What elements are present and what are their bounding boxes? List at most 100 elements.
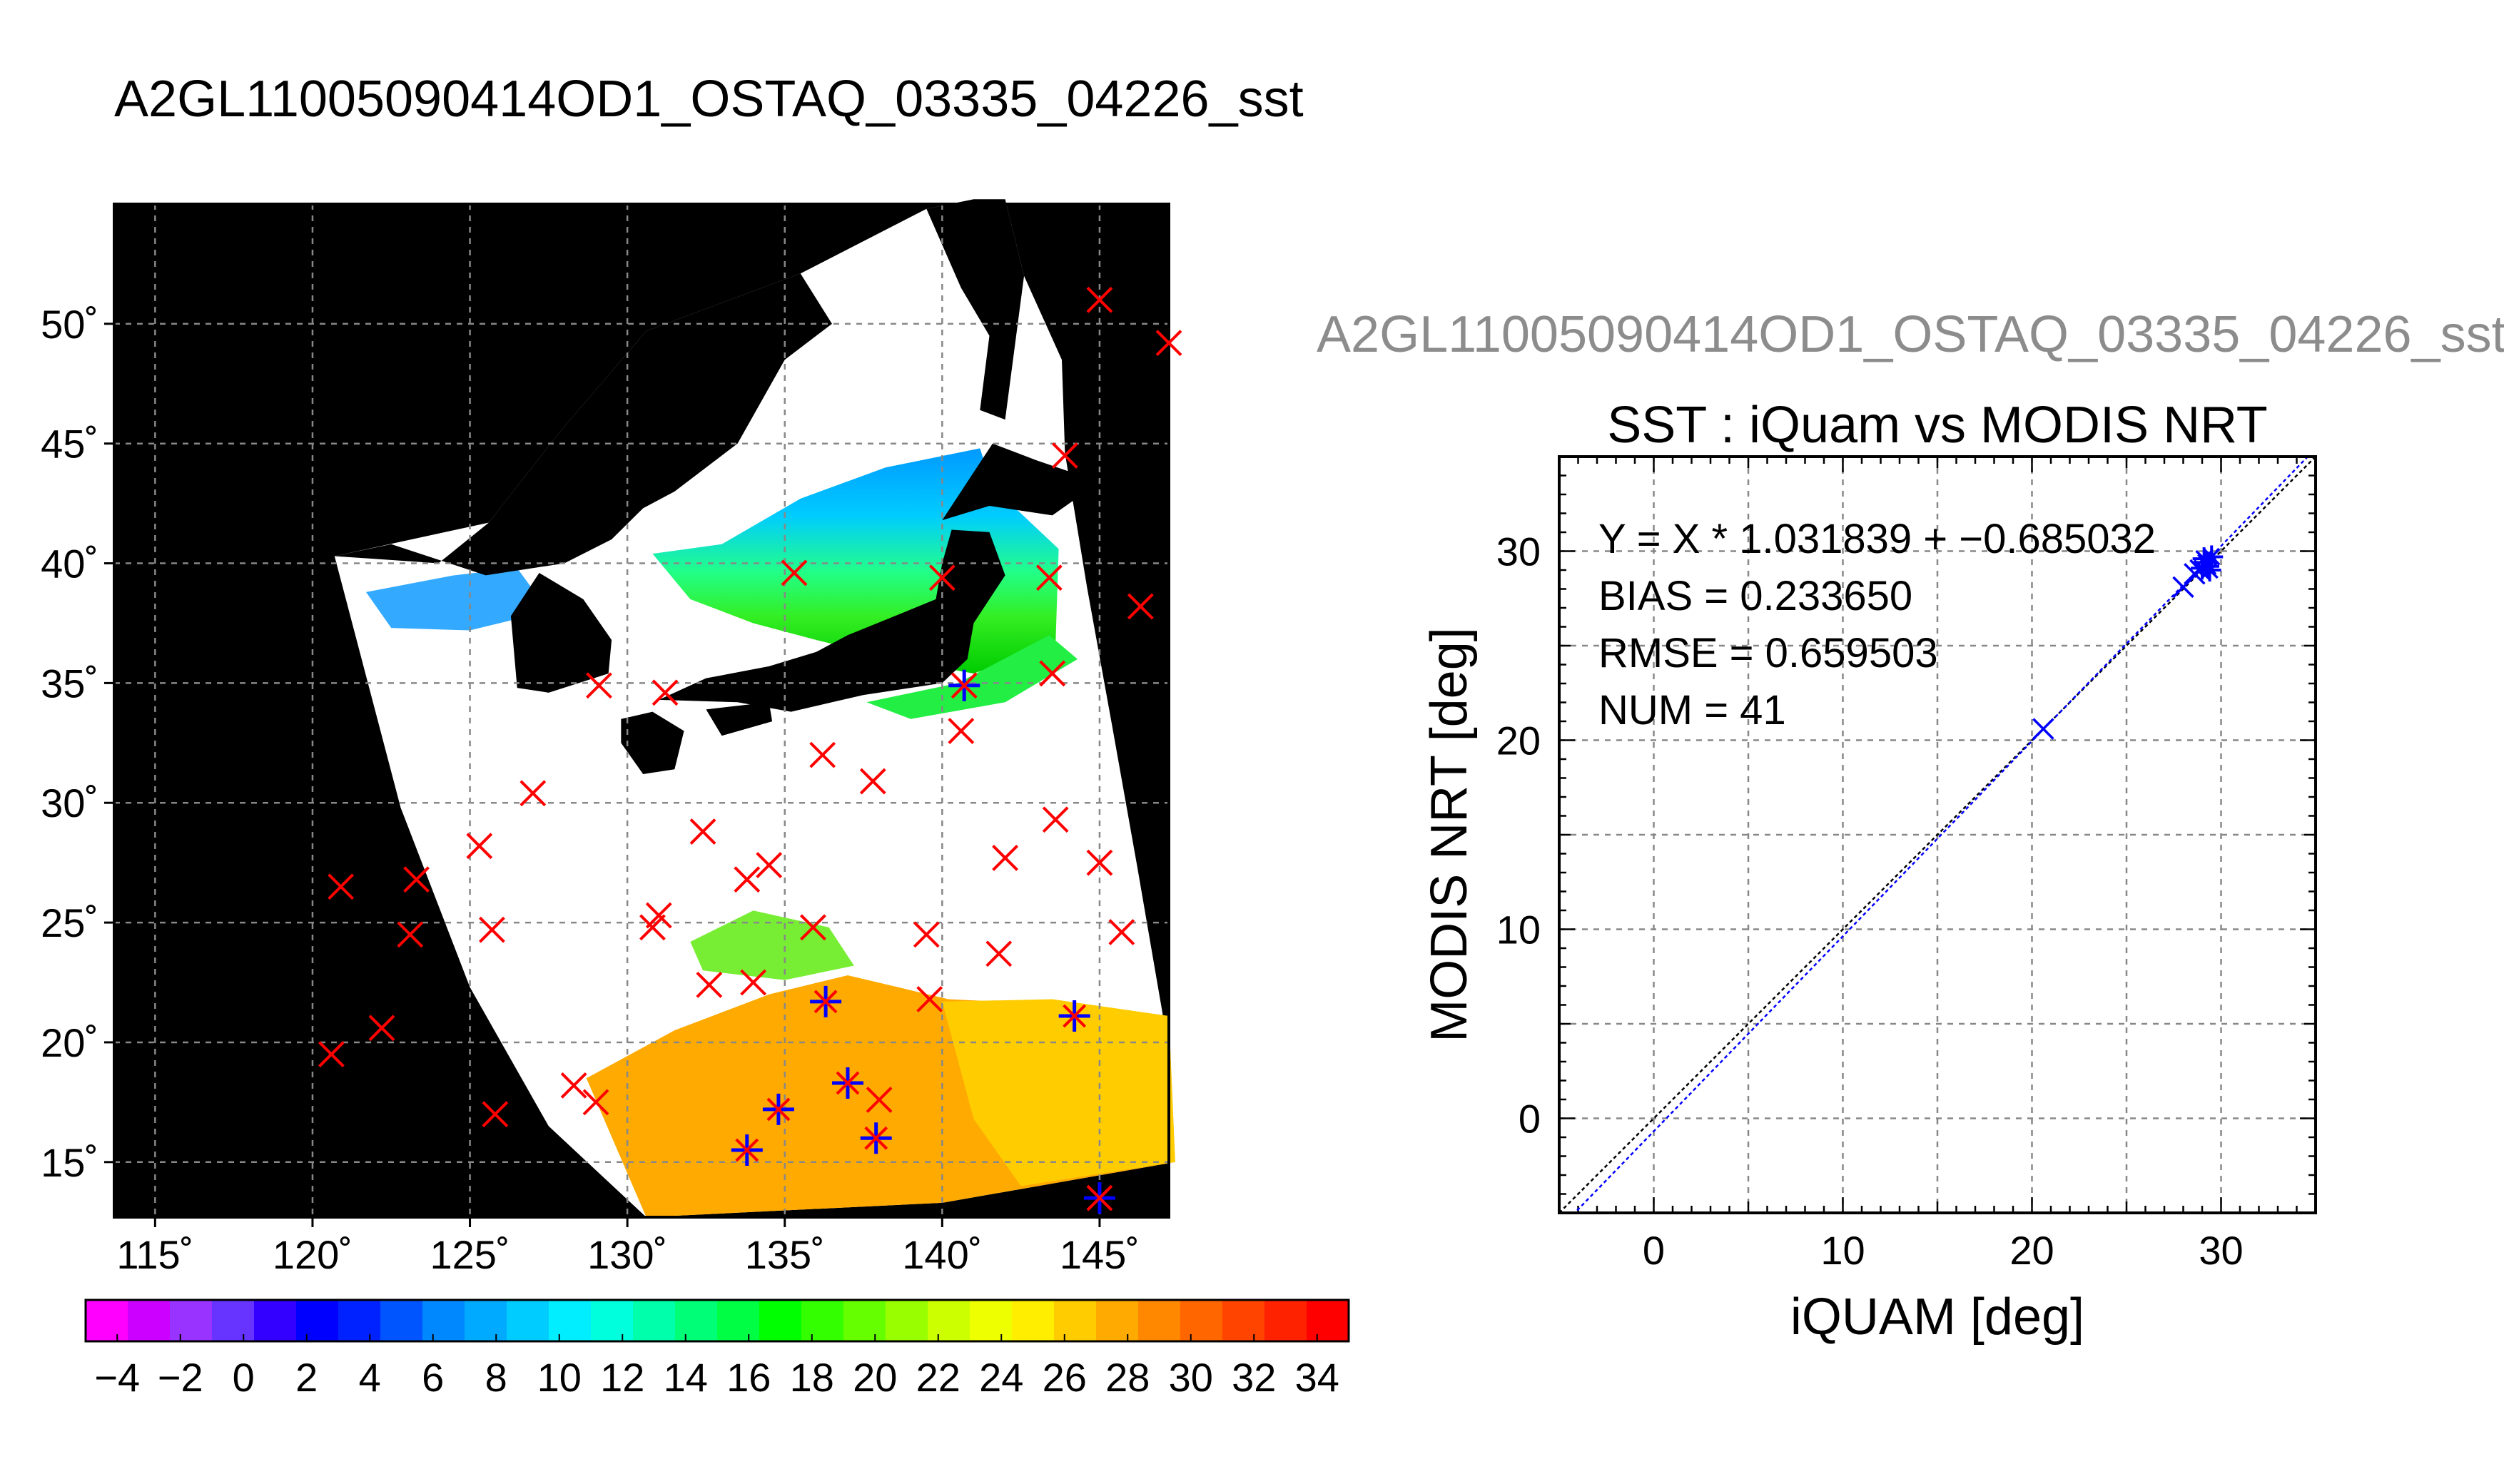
map-y-tick-label: 30˚ (41, 781, 98, 825)
figure-title: A2GL11005090414OD1_OSTAQ_03335_04226_sst (114, 71, 1304, 128)
colorbar-cell (422, 1300, 465, 1341)
buoy-red-marker (781, 559, 808, 586)
buoy-red-marker (368, 1015, 395, 1042)
colorbar-cell (591, 1300, 634, 1341)
buoy-red-marker (916, 986, 943, 1012)
buoy-red-marker (466, 833, 493, 860)
buoy-red-marker (403, 866, 430, 893)
buoy-red-marker (1042, 806, 1069, 833)
buoy-red-marker (639, 914, 666, 941)
buoy-red-marker (913, 921, 940, 948)
buoy-red-marker (866, 1087, 893, 1113)
map-y-tick-label: 40˚ (41, 542, 98, 586)
colorbar-cell (1138, 1300, 1181, 1341)
colorbar-tick-label: 2 (295, 1355, 318, 1400)
colorbar-cell (128, 1300, 171, 1341)
buoy-red-marker (1155, 330, 1182, 357)
colorbar-tick-label: 12 (600, 1355, 644, 1400)
buoy-red-marker (1051, 442, 1078, 469)
colorbar-cell (1180, 1300, 1223, 1341)
map-x-tick-label: 145˚ (1060, 1232, 1140, 1277)
buoy-red-marker (1035, 564, 1063, 591)
colorbar-tick-label: 14 (664, 1355, 708, 1400)
colorbar-tick-label: 22 (916, 1355, 960, 1400)
colorbar-tick-label: 28 (1105, 1355, 1150, 1400)
scatter-x-tick-label: 0 (1643, 1228, 1665, 1273)
scatter-x-tick-label: 20 (2009, 1228, 2054, 1273)
colorbar-cell (549, 1300, 592, 1341)
land-japan-honshu (659, 529, 1005, 712)
colorbar-tick-label: 30 (1169, 1355, 1213, 1400)
colorbar-cell (380, 1300, 423, 1341)
colorbar-frame (84, 1298, 1350, 1343)
buoy-red-marker (519, 780, 547, 807)
colorbar-tick-label: 10 (537, 1355, 582, 1400)
map-plot-group: 115˚ 120˚ 125˚ 130˚ 135˚ 140˚ 145˚ 15˚ 20˚ 25˚ 30˚… (41, 199, 1182, 1277)
scatter-y-tick-label: 20 (1496, 718, 1541, 763)
scatter-stat-line: Y = X * 1.031839 + −0.685032 (1598, 516, 2156, 562)
buoy-red-marker (859, 768, 886, 795)
scatter-frame (1558, 455, 2317, 1214)
buoy-red-marker (328, 873, 355, 900)
map-y-tick-label: 45˚ (41, 422, 98, 467)
buoy-red-marker (397, 921, 424, 948)
scatter-y-tick-label: 0 (1519, 1097, 1541, 1142)
buoy-blue-marker (1058, 1000, 1090, 1032)
colorbar-cell (1096, 1300, 1139, 1341)
colorbar-tick-label: 18 (790, 1355, 834, 1400)
colorbar-cell (759, 1300, 802, 1341)
colorbar-cell (507, 1300, 549, 1341)
map-y-tick-label: 50˚ (41, 302, 98, 347)
buoy-red-marker (756, 852, 783, 878)
scatter-x-axis-label: iQUAM [deg] (1790, 1289, 2084, 1346)
map-y-tick-label: 35˚ (41, 661, 98, 706)
scatter-point-x (2032, 718, 2054, 740)
buoy-red-marker (1086, 286, 1113, 313)
scatter-y-tick-label: 30 (1496, 529, 1541, 574)
buoy-red-marker (582, 1089, 609, 1116)
sst-colorbar: −4 −2 0 2 4 6 8 10 12 14 16 18 20 22 24 26 28 30 32 34 (84, 1298, 1350, 1400)
colorbar-cell (970, 1300, 1013, 1341)
land-north-korea-china (334, 273, 832, 576)
buoy-red-marker (800, 914, 826, 941)
scatter-y-axis-label: MODIS NRT [deg] (1421, 627, 1478, 1042)
scatter-stat-line: NUM = 41 (1598, 687, 1786, 733)
colorbar-cell (633, 1300, 676, 1341)
buoy-red-marker (652, 679, 679, 706)
scatter-point-x (2172, 576, 2194, 599)
scatter-stat-line: BIAS = 0.233650 (1598, 573, 1912, 619)
colorbar-tick-label: 32 (1232, 1355, 1276, 1400)
buoy-red-marker (740, 969, 767, 996)
colorbar-tick-label: 20 (853, 1355, 897, 1400)
buoy-red-marker (809, 741, 836, 768)
colorbar-cell (170, 1300, 213, 1341)
buoy-blue-marker (731, 1134, 763, 1167)
buoy-blue-marker (810, 985, 842, 1017)
map-y-tick-label: 20˚ (41, 1020, 98, 1065)
colorbar-cell (1264, 1300, 1307, 1341)
sst-patch-west (365, 568, 549, 631)
land-korea (510, 572, 612, 693)
buoy-red-marker (689, 818, 716, 845)
map-frame (113, 203, 1170, 1219)
buoy-red-marker (992, 845, 1018, 871)
land-sakhalin-region (926, 199, 1025, 420)
buoy-blue-marker (860, 1122, 892, 1154)
buoy-red-marker (1086, 849, 1113, 876)
scatter-y-tick-label: 10 (1496, 908, 1541, 952)
colorbar-cell (338, 1300, 381, 1341)
buoy-blue-marker (762, 1093, 794, 1125)
scatter-title: SST : iQuam vs MODIS NRT (1607, 397, 2268, 454)
colorbar-cell (212, 1300, 255, 1341)
land-japan-hokkaido (942, 443, 1100, 521)
buoy-red-marker (318, 1041, 345, 1068)
buoy-red-marker (948, 718, 975, 744)
colorbar-cell (86, 1300, 128, 1341)
colorbar-cell (296, 1300, 339, 1341)
colorbar-cell (928, 1300, 970, 1341)
colorbar-cell (1054, 1300, 1097, 1341)
colorbar-cell (675, 1300, 718, 1341)
buoy-red-marker (1108, 919, 1135, 945)
scatter-stat-line: RMSE = 0.659503 (1598, 630, 1938, 676)
colorbar-cell (465, 1300, 507, 1341)
